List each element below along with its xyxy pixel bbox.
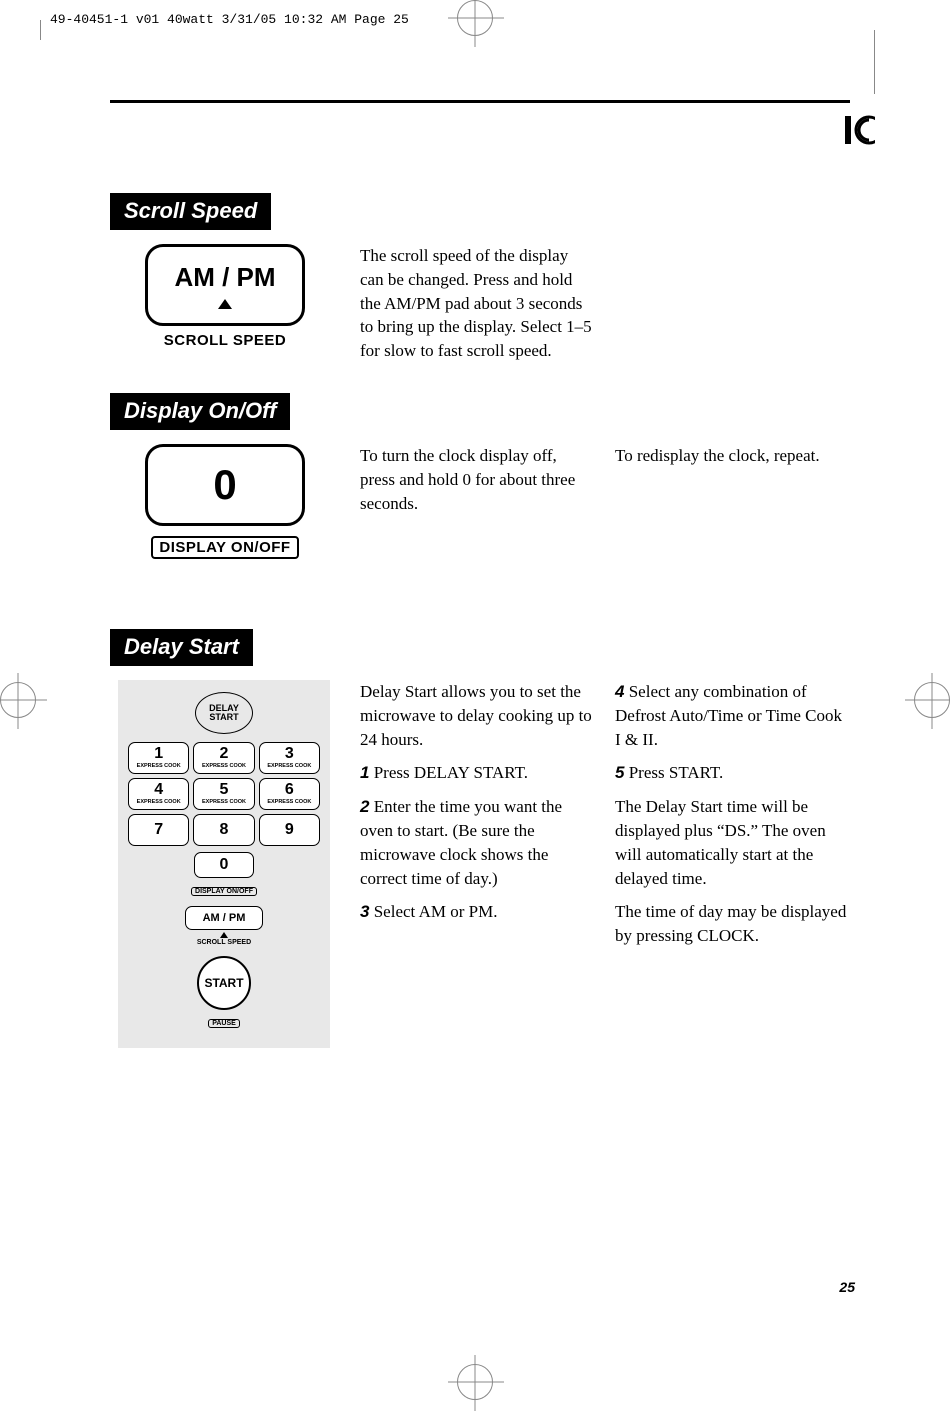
delay-start-step3: 3 Select AM or PM. <box>360 900 595 924</box>
crop-mark <box>40 20 41 40</box>
triangle-up-icon <box>218 299 232 309</box>
display-onoff-mini-label: DISPLAY ON/OFF <box>191 887 257 896</box>
key-number: 9 <box>285 822 294 838</box>
section-scroll-speed: AM / PM SCROLL SPEED The scroll speed of… <box>110 234 850 363</box>
section-title-display-onoff: Display On/Off <box>110 393 290 430</box>
delay-start-pad-graphic: DELAY START <box>195 692 253 734</box>
keypad-key-graphic: 9 <box>259 814 320 846</box>
key-number: 8 <box>220 822 229 838</box>
key-sublabel: EXPRESS COOK <box>267 799 311 805</box>
scroll-speed-mini-label: SCROLL SPEED <box>128 939 320 946</box>
display-onoff-col1: To turn the clock display off, press and… <box>360 444 595 515</box>
delay-start-intro: Delay Start allows you to set the microw… <box>360 680 595 751</box>
keypad-key-graphic: 7 <box>128 814 189 846</box>
numeric-keypad-graphic: 1EXPRESS COOK2EXPRESS COOK3EXPRESS COOK4… <box>128 742 320 846</box>
delay-start-tail1: The Delay Start time will be displayed p… <box>615 795 850 890</box>
key-number: 5 <box>220 782 229 798</box>
scroll-speed-under-label: SCROLL SPEED <box>110 332 340 349</box>
keypad-key-graphic: 8 <box>193 814 254 846</box>
registration-mark <box>914 682 950 718</box>
key-number: 6 <box>285 782 294 798</box>
zero-pad-graphic: 0 <box>145 444 305 526</box>
step-text: Press DELAY START. <box>369 763 528 782</box>
display-onoff-under-label: DISPLAY ON/OFF <box>151 536 298 559</box>
zero-key-graphic: 0 <box>194 852 254 878</box>
key-number: 1 <box>154 746 163 762</box>
delay-label-bottom: START <box>209 713 238 722</box>
delay-start-step5: 5 Press START. <box>615 761 850 785</box>
key-number: 7 <box>154 822 163 838</box>
keypad-key-graphic: 2EXPRESS COOK <box>193 742 254 774</box>
keypad-key-graphic: 3EXPRESS COOK <box>259 742 320 774</box>
key-sublabel: EXPRESS COOK <box>267 763 311 769</box>
registration-mark <box>457 0 493 36</box>
key-sublabel: EXPRESS COOK <box>202 799 246 805</box>
section-title-scroll-speed: Scroll Speed <box>110 193 271 230</box>
step-text: Select any combination of Defrost Auto/T… <box>615 682 842 749</box>
ampm-pad-graphic: AM / PM <box>145 244 305 326</box>
crop-mark <box>874 30 875 94</box>
scroll-speed-body: The scroll speed of the display can be c… <box>360 244 595 363</box>
delay-start-tail2: The time of day may be displayed by pres… <box>615 900 850 948</box>
key-number: 2 <box>220 746 229 762</box>
section-title-delay-start: Delay Start <box>110 629 253 666</box>
delay-start-step4: 4 Select any combination of Defrost Auto… <box>615 680 850 751</box>
page-number: 25 <box>839 1279 855 1295</box>
illustration-ampm-pad: AM / PM SCROLL SPEED <box>110 234 340 349</box>
ampm-label: AM / PM <box>174 262 275 293</box>
registration-mark <box>0 682 36 718</box>
pause-mini-label: PAUSE <box>208 1019 240 1028</box>
delay-start-step2: 2 Enter the time you want the oven to st… <box>360 795 595 890</box>
keypad-key-graphic: 6EXPRESS COOK <box>259 778 320 810</box>
control-panel-graphic: DELAY START 1EXPRESS COOK2EXPRESS COOK3E… <box>118 680 330 1048</box>
step-text: Enter the time you want the oven to star… <box>360 797 562 887</box>
step-text: Press START. <box>624 763 723 782</box>
section-display-onoff: 0 DISPLAY ON/OFF To turn the clock displ… <box>110 434 850 559</box>
key-sublabel: EXPRESS COOK <box>202 763 246 769</box>
illustration-zero-pad: 0 DISPLAY ON/OFF <box>110 434 340 559</box>
start-pad-graphic: START <box>197 956 251 1010</box>
step-text: Select AM or PM. <box>369 902 497 921</box>
print-header-meta: 49-40451-1 v01 40watt 3/31/05 10:32 AM P… <box>50 12 409 27</box>
registration-mark <box>457 1364 493 1400</box>
key-number: 3 <box>285 746 294 762</box>
key-number: 4 <box>154 782 163 798</box>
horizontal-rule <box>110 100 850 103</box>
section-delay-start: DELAY START 1EXPRESS COOK2EXPRESS COOK3E… <box>110 670 850 1048</box>
keypad-key-graphic: 1EXPRESS COOK <box>128 742 189 774</box>
keypad-key-graphic: 4EXPRESS COOK <box>128 778 189 810</box>
ampm-key-graphic: AM / PM <box>185 906 263 930</box>
delay-start-step1: 1 Press DELAY START. <box>360 761 595 785</box>
triangle-up-icon <box>220 932 228 938</box>
key-sublabel: EXPRESS COOK <box>137 799 181 805</box>
key-sublabel: EXPRESS COOK <box>137 763 181 769</box>
display-onoff-col2: To redisplay the clock, repeat. <box>615 444 850 515</box>
keypad-key-graphic: 5EXPRESS COOK <box>193 778 254 810</box>
zero-label: 0 <box>213 461 236 509</box>
